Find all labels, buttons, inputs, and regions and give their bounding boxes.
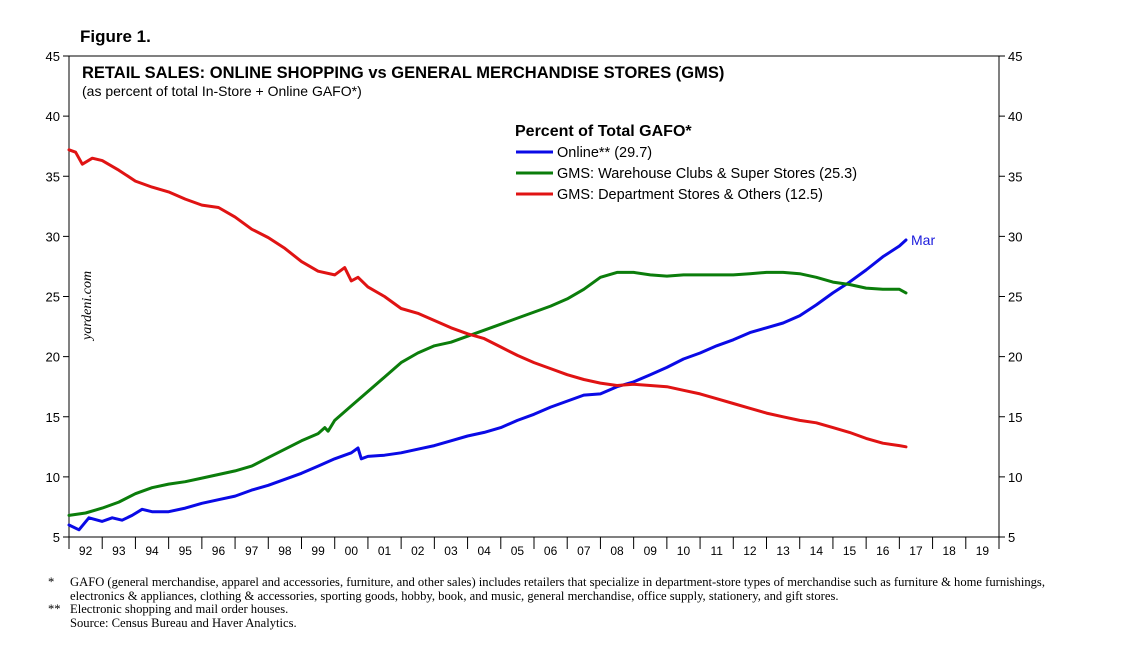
x-tick-label: 02: [411, 544, 425, 558]
footnote-mark: *: [48, 575, 55, 589]
y-tick-label-left: 20: [46, 350, 60, 365]
footnote-mark: [48, 617, 70, 631]
y-tick-label-left: 5: [53, 530, 60, 545]
watermark: yardeni.com: [80, 271, 95, 342]
x-tick-label: 01: [378, 544, 392, 558]
x-tick-label: 08: [610, 544, 624, 558]
footnote-text: GAFO (general merchandise, apparel and a…: [70, 575, 1045, 603]
y-axis: 5 5 10 10 15 15 20 20 25 25 30 30 35 35 40 40 45 45: [46, 49, 1023, 545]
y-tick-label-left: 15: [46, 410, 60, 425]
legend: Percent of Total GAFO* Online** (29.7) GM…: [515, 123, 857, 203]
x-tick-label: 98: [278, 544, 292, 558]
y-tick-label-right: 20: [1008, 350, 1022, 365]
y-tick-label-left: 45: [46, 49, 60, 64]
x-tick-label: 95: [179, 544, 193, 558]
y-tick-label-right: 25: [1008, 290, 1022, 305]
x-tick-label: 99: [311, 544, 325, 558]
x-tick-label: 15: [843, 544, 857, 558]
x-tick-label: 94: [145, 544, 159, 558]
x-tick-label: 16: [876, 544, 890, 558]
x-tick-label: 93: [112, 544, 126, 558]
legend-label-1: GMS: Warehouse Clubs & Super Stores (25.…: [557, 166, 857, 182]
footnotes: * GAFO (general merchandise, apparel and …: [48, 575, 1048, 631]
x-tick-label: 92: [79, 544, 93, 558]
series-line-1: [67, 270, 908, 517]
footnote-mark: **: [48, 602, 61, 617]
y-tick-label-left: 30: [46, 229, 60, 244]
y-tick-label-left: 25: [46, 290, 60, 305]
y-tick-label-right: 45: [1008, 49, 1022, 64]
x-axis: 92 93 94 95 96 97 98 99 00 01 02 03 04 05 06 07 08 09 10 11…: [68, 537, 1000, 558]
footnote: ** Electronic shopping and mail order hou…: [48, 603, 1048, 617]
footnote-text: Electronic shopping and mail order house…: [70, 602, 289, 617]
legend-label-2: GMS: Department Stores & Others (12.5): [557, 187, 823, 203]
y-tick-label-right: 15: [1008, 410, 1022, 425]
x-tick-label: 12: [743, 544, 757, 558]
x-tick-label: 19: [976, 544, 990, 558]
y-tick-label-left: 40: [46, 109, 60, 124]
x-tick-label: 97: [245, 544, 259, 558]
x-tick-label: 05: [511, 544, 525, 558]
legend-title: Percent of Total GAFO*: [515, 123, 692, 140]
chart-subtitle: (as percent of total In-Store + Online G…: [82, 83, 362, 99]
legend-label-0: Online** (29.7): [557, 145, 652, 161]
x-tick-label: 07: [577, 544, 591, 558]
footnote: * GAFO (general merchandise, apparel and …: [48, 575, 1048, 603]
end-point-annotation: Mar: [911, 232, 935, 248]
footnote: Source: Census Bureau and Haver Analytic…: [48, 615, 1048, 631]
chart-title: RETAIL SALES: ONLINE SHOPPING vs GENERAL…: [82, 64, 724, 82]
x-tick-label: 96: [212, 544, 226, 558]
x-tick-label: 00: [345, 544, 359, 558]
x-tick-label: 14: [810, 544, 824, 558]
x-tick-label: 13: [776, 544, 790, 558]
x-tick-label: 04: [477, 544, 491, 558]
x-tick-label: 18: [942, 544, 956, 558]
series-line-0: [67, 238, 908, 532]
series-lines: [67, 148, 908, 532]
figure-label: Figure 1.: [80, 27, 151, 46]
y-tick-label-right: 40: [1008, 109, 1022, 124]
x-tick-label: 10: [677, 544, 691, 558]
y-tick-label-right: 5: [1008, 530, 1015, 545]
x-tick-label: 06: [544, 544, 558, 558]
x-tick-label: 11: [710, 544, 723, 558]
y-tick-label-right: 35: [1008, 169, 1022, 184]
footnote-text: Source: Census Bureau and Haver Analytic…: [70, 615, 297, 630]
y-tick-label-left: 10: [46, 470, 60, 485]
y-tick-label-right: 10: [1008, 470, 1022, 485]
y-tick-label-left: 35: [46, 169, 60, 184]
series-line-2: [67, 148, 908, 449]
y-tick-label-right: 30: [1008, 229, 1022, 244]
x-tick-label: 09: [644, 544, 658, 558]
x-tick-label: 17: [909, 544, 923, 558]
x-tick-label: 03: [444, 544, 458, 558]
